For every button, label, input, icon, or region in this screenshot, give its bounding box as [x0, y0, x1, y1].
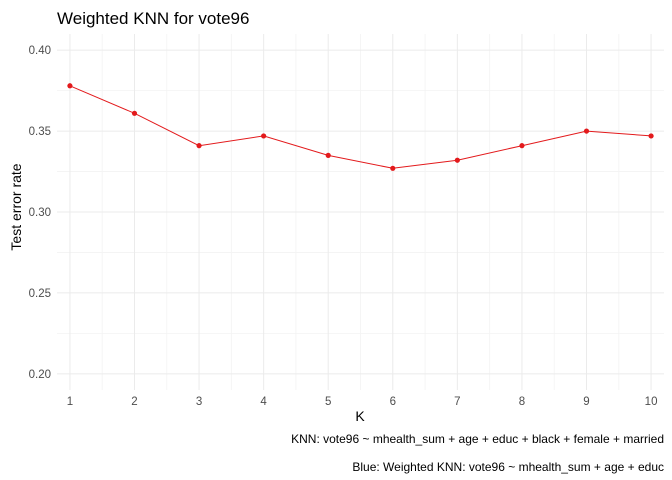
x-tick-label: 9: [583, 396, 589, 408]
x-tick-label: 2: [131, 396, 137, 408]
y-tick-label: 0.30: [29, 207, 51, 219]
x-tick-label: 3: [196, 396, 202, 408]
data-point: [583, 128, 590, 134]
caption-knn: KNN: vote96 ~ mhealth_sum + age + educ +…: [291, 432, 664, 446]
x-tick-label: 5: [325, 396, 331, 408]
chart-title: Weighted KNN for vote96: [57, 9, 249, 28]
data-point: [261, 133, 267, 139]
caption-weighted-knn: Blue: Weighted KNN: vote96 ~ mhealth_sum…: [352, 460, 664, 474]
x-tick-label: 1: [67, 396, 73, 408]
x-axis-title: K: [355, 408, 365, 424]
data-point: [390, 165, 396, 171]
x-tick-label: 7: [454, 396, 460, 408]
y-tick-label: 0.25: [29, 288, 51, 300]
x-tick-label: 6: [390, 396, 396, 408]
data-point: [196, 143, 202, 149]
data-point: [454, 157, 460, 163]
x-tick-label: 4: [260, 396, 267, 408]
data-point: [131, 110, 138, 116]
x-tick-label: 10: [645, 396, 658, 408]
y-axis-title: Test error rate: [8, 163, 24, 250]
plot-area: [67, 83, 654, 171]
x-tick-label: 8: [519, 396, 525, 408]
y-tick-label: 0.35: [29, 126, 51, 138]
y-tick-label: 0.40: [29, 45, 51, 57]
series-line: [69, 85, 652, 169]
data-point: [648, 133, 654, 139]
data-point: [325, 152, 331, 158]
grid: [57, 34, 664, 390]
data-point: [519, 143, 525, 149]
tick-labels: 1 2 3 4 5 6 7 8 9 10 0.20 0.25 0.30 0.35 0.40: [29, 45, 658, 408]
data-point: [67, 83, 73, 89]
y-tick-label: 0.20: [29, 369, 51, 381]
